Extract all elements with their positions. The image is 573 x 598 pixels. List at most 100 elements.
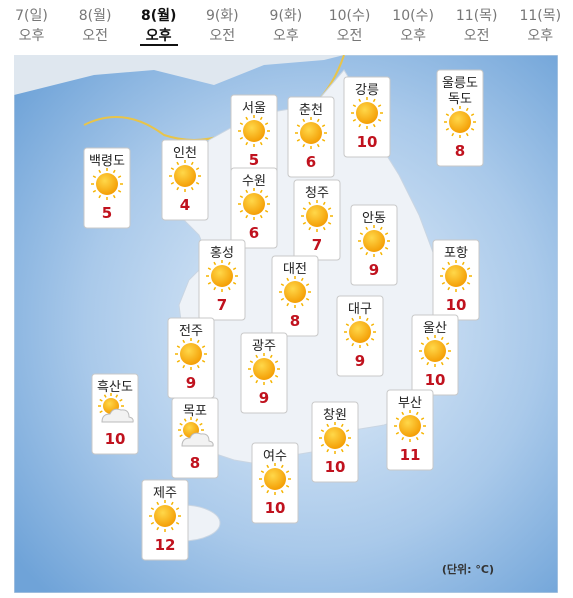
sun-ray — [190, 161, 194, 166]
sun-ray — [345, 443, 350, 447]
tab-date: 9(화) — [269, 8, 303, 24]
sun-ray — [99, 410, 103, 414]
city-temp: 12 — [155, 536, 176, 554]
city: 백령도 5 — [83, 147, 131, 229]
sun-ray — [377, 118, 382, 122]
sun-ray — [266, 489, 270, 494]
sun-ray — [372, 98, 376, 103]
tab[interactable]: 7(일) 오후 — [0, 6, 63, 46]
tab-date: 11(목) — [455, 8, 498, 24]
sun-ray — [466, 281, 471, 285]
city: 인천 4 — [161, 139, 209, 221]
sun — [180, 343, 202, 365]
city-name: 수원 — [242, 174, 266, 189]
city-name: 전주 — [179, 324, 203, 339]
sun-ray — [302, 207, 307, 211]
sun-ray — [415, 436, 419, 441]
sun-ray — [190, 186, 194, 191]
sun-ray — [445, 113, 450, 117]
sun-ray — [365, 342, 369, 347]
sun-ray — [365, 226, 369, 231]
tab[interactable]: 10(수) 오후 — [382, 6, 445, 46]
sun-ray — [207, 267, 212, 271]
sun-ray — [461, 261, 465, 266]
city-temp: 10 — [265, 499, 286, 517]
city: 울산 10 — [411, 314, 459, 396]
tab[interactable]: 8(월) 오후 — [127, 6, 190, 46]
sun-ray — [358, 98, 362, 103]
city-name: 여수 — [263, 449, 287, 464]
city-name: 서울 — [242, 101, 266, 116]
city: 광주 9 — [240, 332, 288, 414]
sun-ray — [447, 261, 451, 266]
tab[interactable]: 9(화) 오후 — [254, 6, 317, 46]
sun-ray — [103, 394, 107, 398]
city: 전주 9 — [167, 317, 215, 399]
sun-ray — [227, 261, 231, 266]
city: 서울 5 — [230, 94, 278, 176]
sun — [154, 505, 176, 527]
sun-ray — [264, 136, 269, 140]
sun-ray — [170, 501, 174, 506]
sun-ray — [340, 448, 344, 453]
sun-ray — [266, 464, 270, 469]
city-name: 흑산도 — [97, 380, 133, 395]
sun-ray — [285, 470, 290, 474]
sun-ray — [359, 232, 364, 236]
tab-period: 오전 — [82, 28, 108, 44]
tab-date: 10(수) — [328, 8, 371, 24]
city: 안동 9 — [350, 204, 398, 286]
sun-ray — [92, 189, 97, 193]
tab[interactable]: 9(화) 오전 — [191, 6, 254, 46]
city: 수원 6 — [230, 167, 278, 249]
city: 홍성 7 — [198, 239, 246, 321]
sun-ray — [201, 359, 206, 363]
sun-ray — [176, 186, 180, 191]
sun-ray — [150, 507, 155, 511]
city: 대전 8 — [271, 255, 319, 337]
tab-date: 9(화) — [205, 8, 239, 24]
sun-ray — [321, 138, 326, 142]
city-name: 춘천 — [299, 103, 323, 118]
city: 흑산도 10 — [91, 373, 139, 455]
sun-ray — [196, 364, 200, 369]
tab[interactable]: 10(수) 오전 — [318, 6, 381, 46]
city: 부산 11 — [386, 389, 434, 471]
sun-ray — [305, 297, 310, 301]
cloud — [101, 408, 134, 423]
sun — [174, 165, 196, 187]
city: 포항 10 — [432, 239, 480, 321]
sun-ray — [441, 281, 446, 285]
sun-ray — [302, 221, 307, 225]
sun-ray — [170, 181, 175, 185]
city-temp: 6 — [306, 153, 316, 171]
city: 제주 12 — [141, 479, 189, 561]
tab[interactable]: 8(월) 오전 — [64, 6, 127, 46]
city-temp: 8 — [190, 454, 200, 472]
sun-ray — [359, 246, 364, 250]
tab[interactable]: 11(목) 오후 — [509, 6, 572, 46]
sun-ray — [395, 417, 400, 421]
city-temp: 9 — [369, 261, 379, 279]
sun-ray — [345, 337, 350, 341]
tab[interactable]: 11(목) 오전 — [445, 6, 508, 46]
sun-ray — [260, 470, 265, 474]
city-name: 인천 — [173, 146, 197, 161]
sun-ray — [327, 221, 332, 225]
sun — [264, 468, 286, 490]
sun-ray — [259, 116, 263, 121]
city-name: 대구 — [348, 302, 372, 317]
sun-ray — [239, 195, 244, 199]
sun-ray — [274, 360, 279, 364]
tab-period: 오후 — [139, 28, 178, 46]
sun-ray — [245, 141, 249, 146]
sun-ray — [308, 226, 312, 231]
sun-ray — [170, 526, 174, 531]
city-temp: 10 — [325, 458, 346, 476]
sun-ray — [98, 194, 102, 199]
sun-ray — [112, 194, 116, 199]
sun-ray — [340, 423, 344, 428]
sun-ray — [199, 422, 203, 426]
sun-ray — [176, 359, 181, 363]
